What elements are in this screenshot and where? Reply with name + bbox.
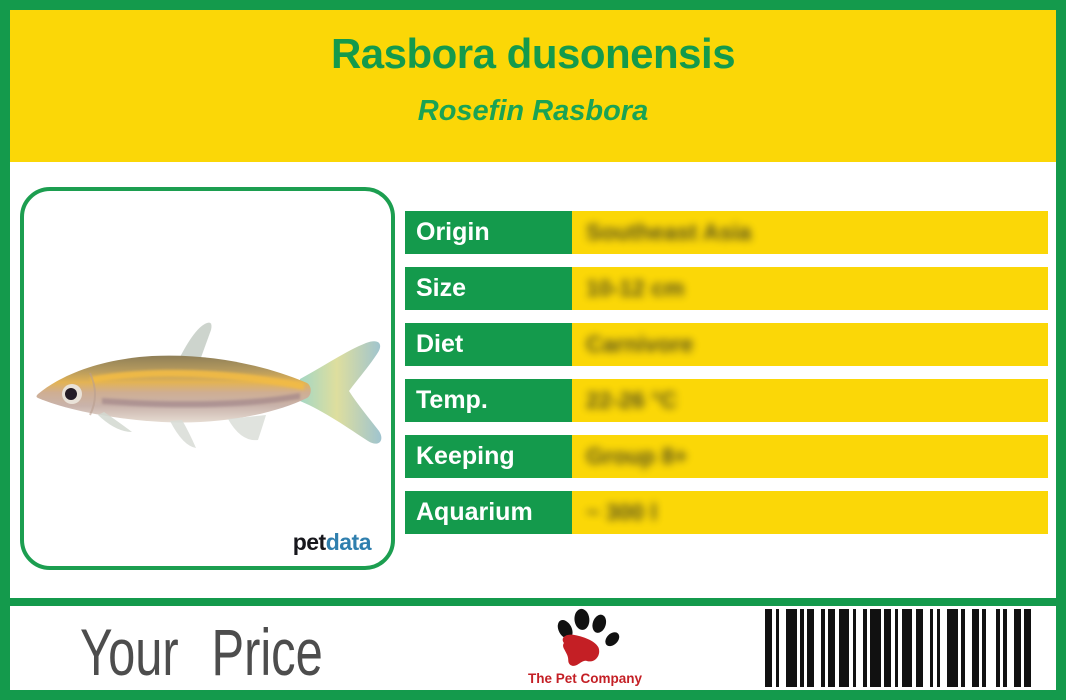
- fish-photo-box: petdata: [20, 187, 395, 570]
- your-price-label: Your Price: [80, 615, 323, 689]
- spec-label: Aquarium: [405, 491, 572, 534]
- spec-row-size: Size 10-12 cm: [405, 267, 1048, 310]
- spec-row-temp: Temp. 22-26 °C: [405, 379, 1048, 422]
- spec-label: Origin: [405, 211, 572, 254]
- spec-value: 10-12 cm: [572, 267, 1048, 310]
- barcode: [765, 609, 1031, 687]
- spec-label: Size: [405, 267, 572, 310]
- spec-value: Group 8+: [572, 435, 1048, 478]
- pet-company-logo: The Pet Company: [505, 607, 665, 686]
- spec-row-diet: Diet Carnivore: [405, 323, 1048, 366]
- footer-divider: [10, 598, 1056, 606]
- pet-company-name: The Pet Company: [527, 671, 643, 686]
- spec-label: Diet: [405, 323, 572, 366]
- petdata-logo-pet: pet: [292, 529, 327, 555]
- spec-label: Temp.: [405, 379, 572, 422]
- spec-value: Carnivore: [572, 323, 1048, 366]
- spec-value: 22-26 °C: [572, 379, 1048, 422]
- header: Rasbora dusonensis Rosefin Rasbora: [10, 10, 1056, 162]
- spec-row-keeping: Keeping Group 8+: [405, 435, 1048, 478]
- common-name-subtitle: Rosefin Rasbora: [417, 95, 649, 127]
- petdata-logo-data: data: [325, 529, 372, 555]
- spec-value: ~ 300 l: [572, 491, 1048, 534]
- spec-label: Keeping: [405, 435, 572, 478]
- spec-row-aquarium: Aquarium ~ 300 l: [405, 491, 1048, 534]
- spec-row-origin: Origin Southeast Asia: [405, 211, 1048, 254]
- petdata-logo: petdata: [292, 529, 372, 556]
- spec-table: Origin Southeast Asia Size 10-12 cm Diet…: [405, 211, 1048, 547]
- paw-icon: [557, 608, 620, 666]
- spec-value: Southeast Asia: [572, 211, 1048, 254]
- fish-image: [36, 322, 382, 448]
- species-title: Rasbora dusonensis: [330, 30, 736, 77]
